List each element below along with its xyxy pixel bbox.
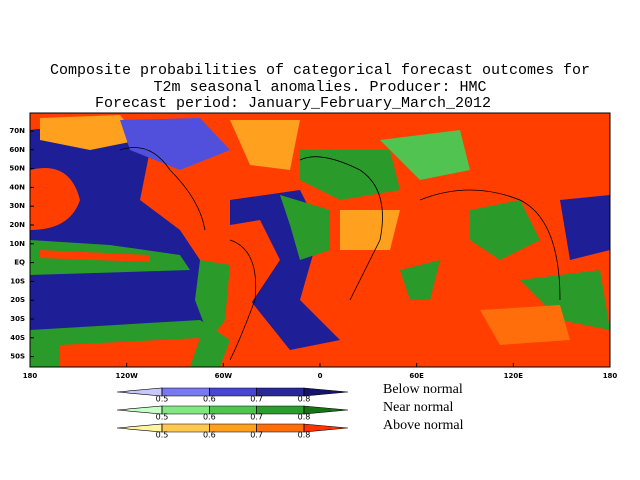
- colorbar-tick-label: 0.5: [156, 413, 169, 422]
- legend-label: Below normal: [383, 382, 463, 397]
- colorbar-tick-label: 0.8: [298, 395, 311, 404]
- lon-label: 60W: [215, 372, 233, 380]
- lon-label: 0: [318, 372, 323, 380]
- title-line: Forecast period: January_February_March_…: [95, 95, 491, 112]
- colorbar-tick-label: 0.7: [250, 431, 263, 440]
- map: [29, 112, 611, 368]
- legend-label: Above normal: [383, 418, 464, 433]
- title-line: T2m seasonal anomalies. Producer: HMC: [153, 79, 486, 96]
- title-line: Composite probabilities of categorical f…: [50, 62, 590, 79]
- colorbar-tick-label: 0.8: [298, 413, 311, 422]
- lat-label: 70N: [9, 127, 25, 135]
- colorbar-tick-label: 0.5: [156, 395, 169, 404]
- colorbar-segment: [303, 405, 349, 415]
- colorbar-tick-label: 0.7: [250, 413, 263, 422]
- legend-label: Near normal: [383, 400, 453, 415]
- colorbar-tick-label: 0.6: [203, 413, 216, 422]
- colorbars: 0.5 0.6 0.7 0.8 Below normal 0.5 0.6 0.7 0.8 Near…: [116, 382, 464, 440]
- lat-label: 20S: [10, 296, 25, 304]
- lat-label: 50N: [9, 165, 25, 173]
- lat-label: EQ: [14, 259, 25, 267]
- axes: 70N 60N 50N 40N 30N 20N 10N EQ 10S 20S 30S 40S 50S 18…: [9, 127, 617, 380]
- lon-label: 180: [603, 372, 618, 380]
- lat-label: 40N: [9, 183, 25, 191]
- colorbar-tick-label: 0.7: [250, 395, 263, 404]
- lat-label: 50S: [10, 353, 25, 361]
- colorbar-tick-label: 0.6: [203, 431, 216, 440]
- lat-label: 10N: [9, 240, 25, 248]
- colorbar-segment: [303, 423, 349, 433]
- lat-label: 60N: [9, 146, 25, 154]
- lon-label: 120W: [115, 372, 138, 380]
- colorbar-segment: [303, 387, 349, 397]
- lon-label: 120E: [504, 372, 524, 380]
- lat-label: 20N: [9, 221, 25, 229]
- colorbar-tick-label: 0.5: [156, 431, 169, 440]
- lon-label: 60E: [409, 372, 424, 380]
- lon-label: 180: [23, 372, 38, 380]
- colorbar-tick-label: 0.6: [203, 395, 216, 404]
- colorbar-tick-label: 0.8: [298, 431, 311, 440]
- lat-label: 40S: [10, 334, 25, 342]
- lat-label: 30S: [10, 315, 25, 323]
- lat-label: 30N: [9, 202, 25, 210]
- lat-label: 10S: [10, 277, 25, 285]
